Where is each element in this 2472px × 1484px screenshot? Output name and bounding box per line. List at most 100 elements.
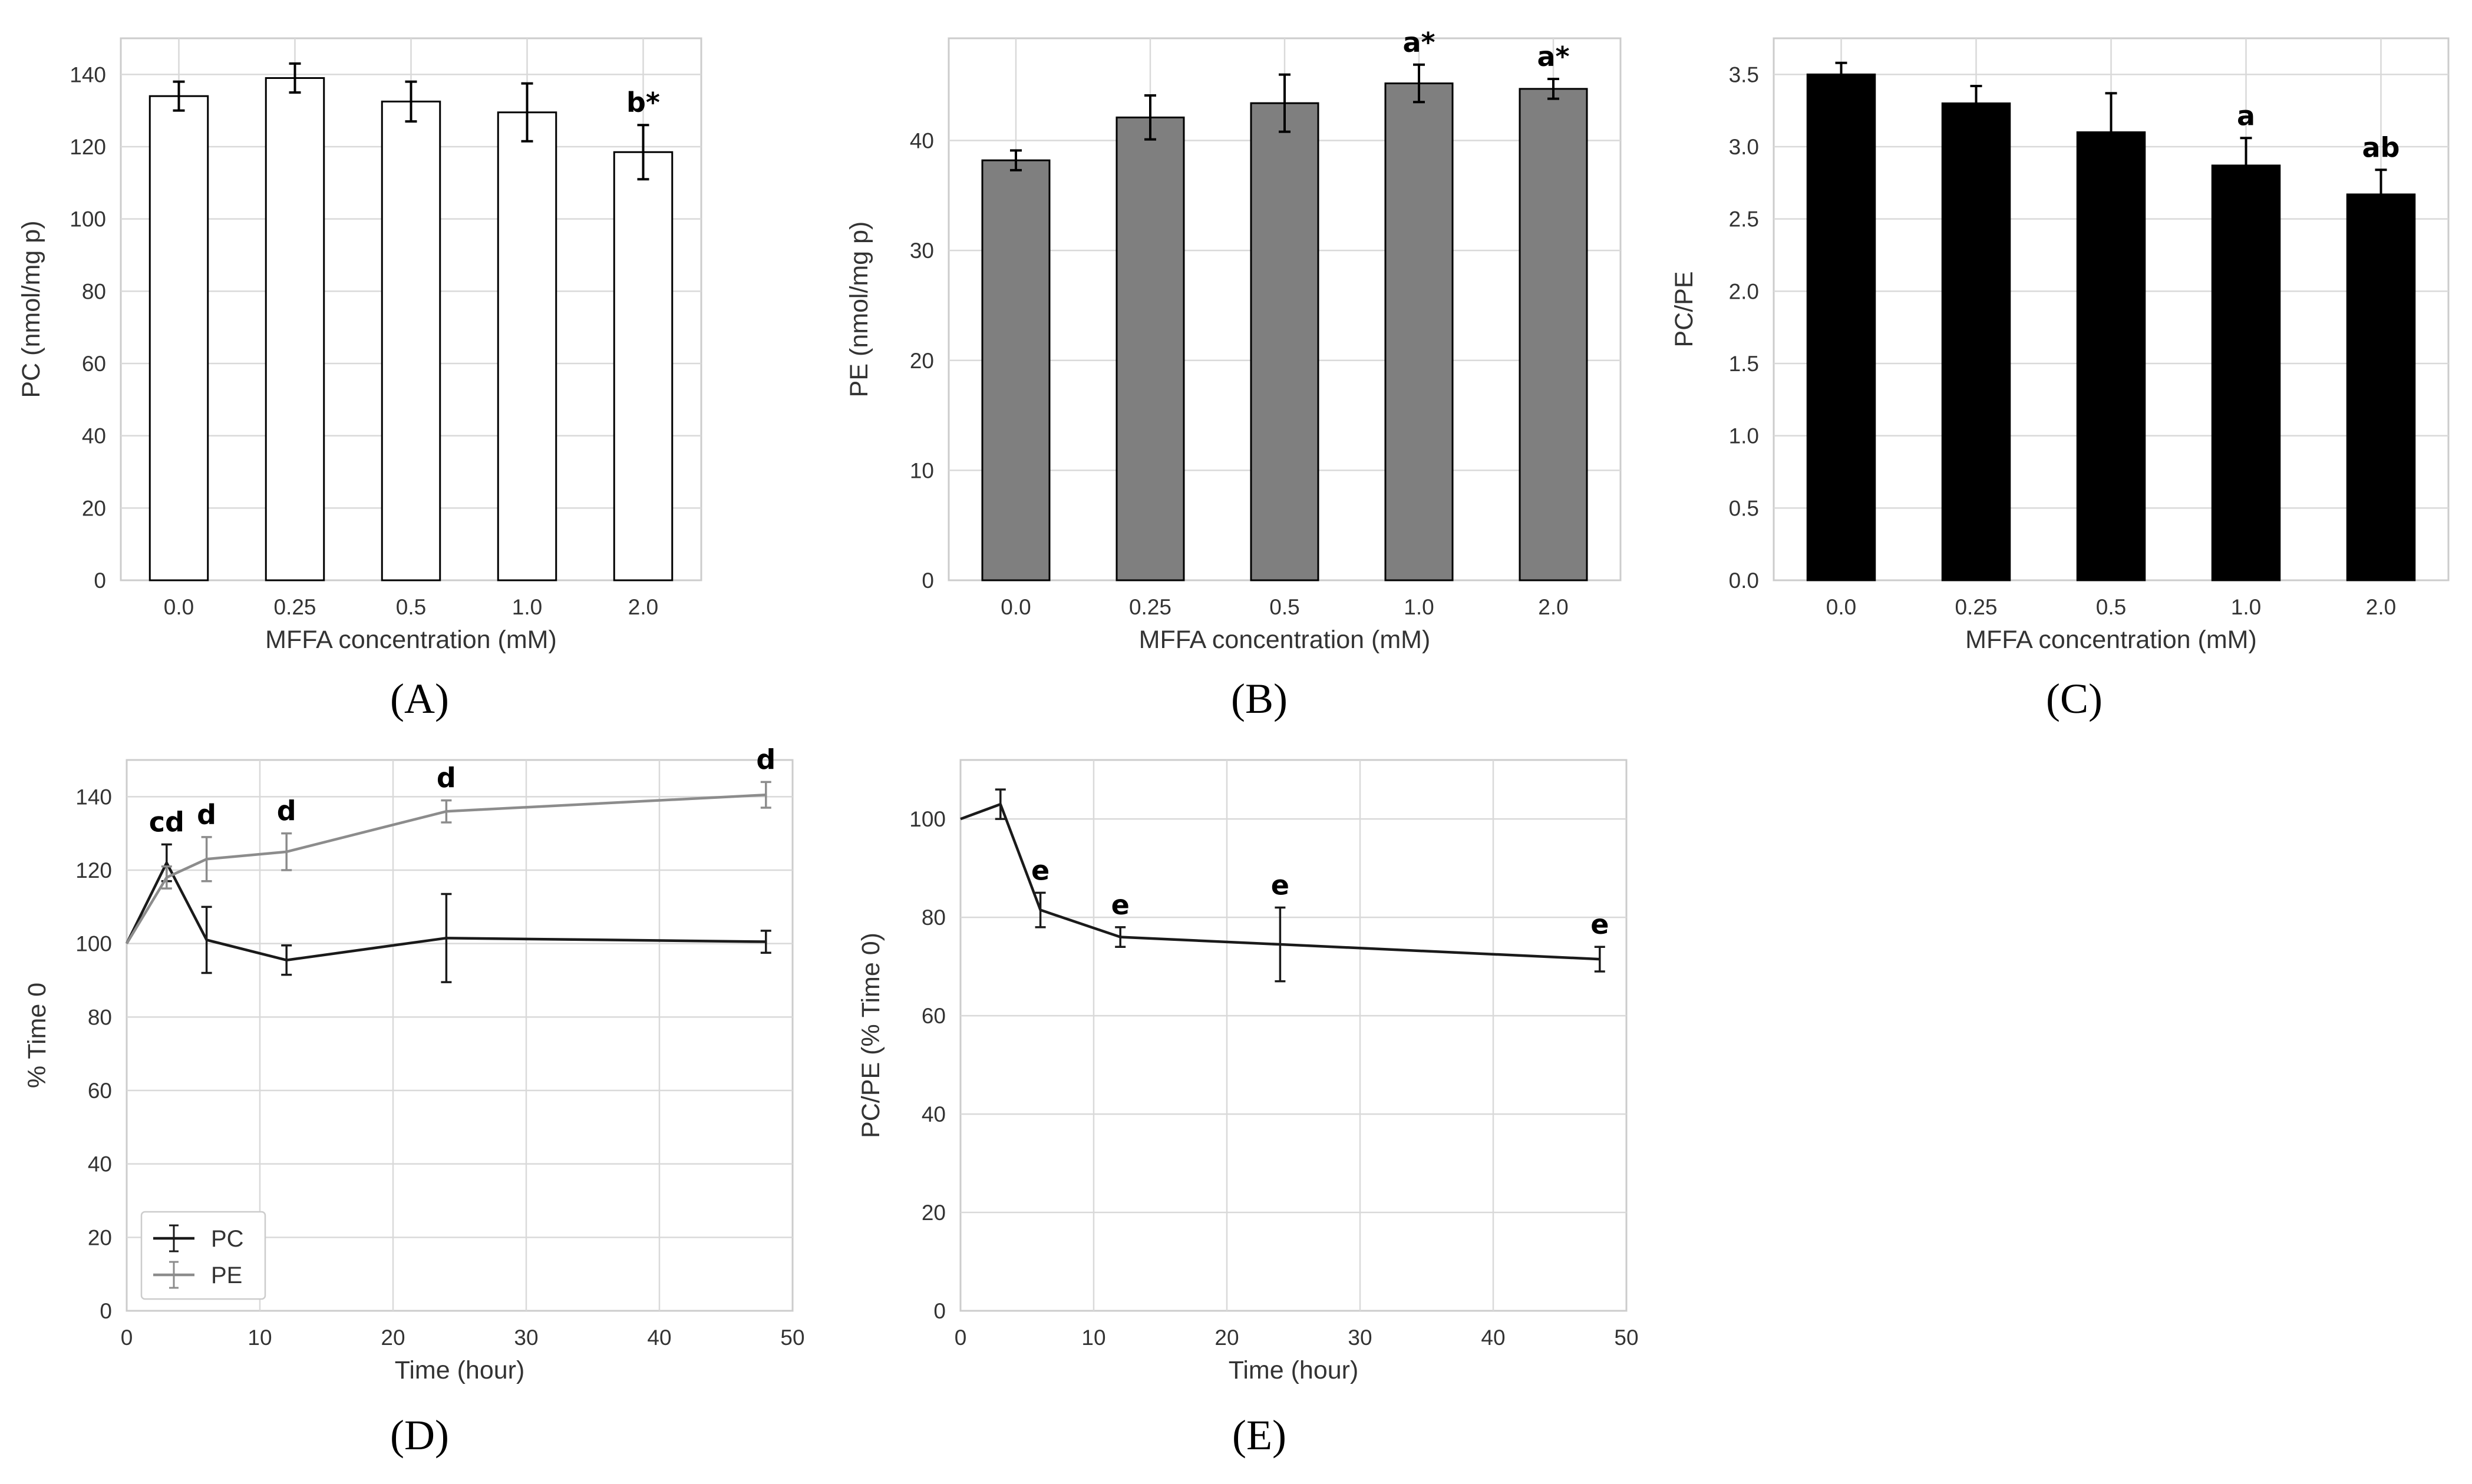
x-axis-label: MFFA concentration (mM) (1139, 626, 1431, 654)
series-line-pe (126, 793, 766, 944)
x-tick-label: 10 (1081, 1326, 1105, 1350)
significance-label: e (1271, 869, 1289, 901)
y-tick-label: 3.5 (1729, 62, 1759, 87)
y-tick-label: 1.5 (1729, 352, 1759, 376)
bar (1941, 102, 2011, 581)
bar (2076, 131, 2146, 581)
y-tick-label: 0 (94, 569, 106, 593)
x-tick-label: 20 (381, 1326, 405, 1350)
y-tick-label: 40 (88, 1152, 112, 1176)
y-tick-label: 60 (82, 352, 106, 376)
x-tick-label: 40 (647, 1326, 671, 1350)
legend: PC PE (140, 1211, 266, 1300)
y-tick-label: 0.5 (1729, 496, 1759, 520)
significance-label: e (1590, 908, 1609, 940)
bar (381, 100, 441, 581)
x-tick-label: 10 (247, 1326, 272, 1350)
x-axis-label: MFFA concentration (mM) (1965, 626, 2257, 654)
series-line-pc-pe (960, 802, 1600, 961)
y-tick-label: 140 (70, 62, 106, 87)
y-tick-label: 40 (82, 424, 106, 448)
y-tick-label: 20 (82, 496, 106, 520)
y-tick-label: 30 (910, 239, 934, 263)
x-tick-label: 1.0 (1404, 595, 1434, 619)
significance-label: d (437, 762, 456, 794)
y-tick-label: 0 (933, 1299, 946, 1323)
legend-box (140, 1211, 266, 1300)
significance-label: d (197, 799, 216, 831)
y-axis-label: PC (nmol/mg p) (17, 220, 45, 398)
panel-label: (E) (1232, 1412, 1286, 1459)
bar (497, 111, 557, 581)
bar (1250, 102, 1319, 581)
y-tick-label: 1.0 (1729, 424, 1759, 448)
significance-label: a (2237, 100, 2255, 131)
series-line-pc (125, 861, 766, 961)
significance-label: a* (1537, 41, 1569, 72)
x-tick-label: 50 (1614, 1326, 1638, 1350)
y-tick-label: 80 (922, 905, 946, 930)
bar (265, 77, 325, 581)
significance-label: e (1031, 854, 1049, 886)
panel-label: (A) (390, 675, 449, 722)
plot-frame (959, 759, 1628, 1312)
x-tick-label: 20 (1214, 1326, 1239, 1350)
y-axis-label: PE (nmol/mg p) (845, 222, 873, 398)
significance-label: ab (2362, 131, 2400, 163)
significance-label: cd (149, 806, 184, 838)
x-axis-label: Time (hour) (395, 1356, 525, 1384)
x-tick-label: 0.0 (1826, 595, 1856, 619)
x-tick-label: 2.0 (1538, 595, 1568, 619)
x-tick-label: 50 (780, 1326, 804, 1350)
panel-label: (C) (2046, 675, 2103, 722)
legend-label: PC (211, 1226, 244, 1252)
y-axis-label: % Time 0 (23, 983, 51, 1088)
y-tick-label: 20 (910, 349, 934, 373)
x-axis-label: MFFA concentration (mM) (265, 626, 557, 654)
y-tick-label: 10 (910, 458, 934, 482)
x-tick-label: 0.0 (1001, 595, 1031, 619)
y-axis-label: PC/PE (% Time 0) (857, 933, 885, 1138)
y-tick-label: 140 (75, 785, 112, 809)
x-tick-label: 0.25 (1129, 595, 1171, 619)
significance-label: e (1111, 889, 1130, 921)
bar (1519, 88, 1588, 581)
y-tick-label: 20 (88, 1225, 112, 1250)
bar (148, 95, 209, 581)
legend-label: PE (211, 1262, 242, 1288)
x-tick-label: 0.25 (273, 595, 316, 619)
panel-e: Time (hour) PC/PE (% Time 0) (E) 0 20 40 60 80 1… (857, 759, 1639, 1459)
x-tick-label: 0.25 (1955, 595, 1997, 619)
bar (2211, 164, 2281, 581)
panel-a: MFFA concentration (mM) PC (nmol/mg p) (A)… (17, 37, 702, 722)
y-tick-label: 100 (70, 207, 106, 232)
x-tick-label: 0.5 (2096, 595, 2126, 619)
y-tick-label: 60 (88, 1079, 112, 1103)
bar (1806, 73, 1876, 581)
panel-b: MFFA concentration (mM) PE (nmol/mg p) (B)… (845, 27, 1622, 722)
y-tick-label: 20 (922, 1201, 946, 1225)
y-tick-label: 0.0 (1729, 569, 1759, 593)
y-tick-label: 3.0 (1729, 135, 1759, 159)
significance-label: d (277, 795, 296, 827)
y-tick-label: 0 (922, 569, 934, 593)
x-tick-label: 1.0 (2231, 595, 2261, 619)
bar (2346, 193, 2416, 581)
y-tick-label: 0 (100, 1299, 112, 1323)
x-tick-label: 40 (1481, 1326, 1505, 1350)
y-tick-label: 60 (922, 1004, 946, 1028)
y-tick-label: 40 (922, 1102, 946, 1126)
x-tick-label: 0.5 (396, 595, 426, 619)
y-tick-label: 100 (75, 932, 112, 956)
x-tick-label: 0.0 (164, 595, 194, 619)
y-tick-label: 120 (75, 858, 112, 883)
x-tick-label: 30 (514, 1326, 538, 1350)
x-tick-label: 1.0 (512, 595, 542, 619)
bar (981, 159, 1051, 581)
x-tick-label: 2.0 (628, 595, 658, 619)
x-tick-label: 0 (121, 1326, 133, 1350)
significance-label: d (756, 743, 775, 775)
x-tick-label: 30 (1348, 1326, 1372, 1350)
panel-d: Time (hour)% Time 0(D)020406080100120140… (23, 743, 805, 1459)
